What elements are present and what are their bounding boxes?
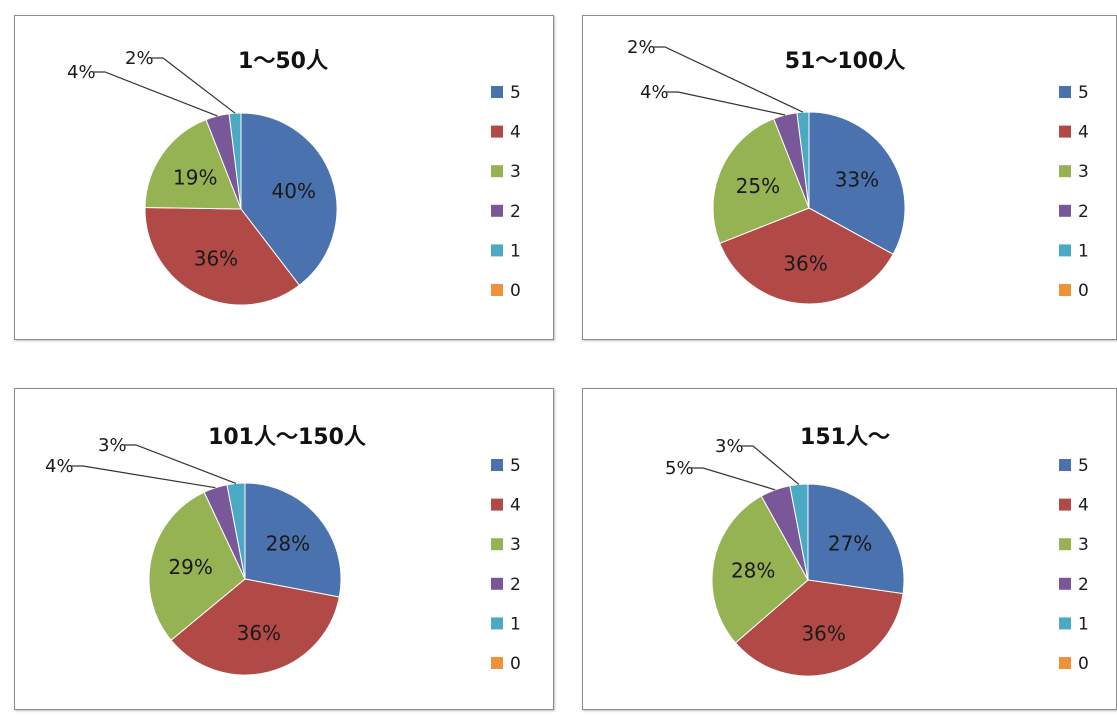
chart-panel-51-100: 51〜100人 33% 36% 25% 4% 2% 5 4 3 2 1 0 (582, 15, 1117, 340)
legend-label-1: 1 (1078, 614, 1089, 634)
legend-label-0: 0 (510, 281, 521, 301)
pie-chart: 101人〜150人 28% 36% 29% 4% 3% 5 4 3 2 1 0 (15, 389, 555, 711)
data-label-4: 36% (237, 621, 281, 645)
legend-swatch-1 (1059, 617, 1071, 629)
leader-line (691, 468, 775, 490)
legend-swatch-5 (1059, 86, 1071, 98)
legend-label-1: 1 (510, 241, 521, 261)
legend-label-4: 4 (1078, 123, 1089, 143)
chart-title: 51〜100人 (785, 49, 906, 74)
legend-swatch-5 (1059, 459, 1071, 471)
legend-swatch-2 (491, 578, 503, 590)
legend-swatch-3 (1059, 165, 1071, 177)
data-label-4: 36% (783, 252, 827, 276)
legend-swatch-0 (1059, 657, 1071, 669)
legend-swatch-1 (1059, 244, 1071, 256)
pie-chart: 151人〜 27% 36% 28% 5% 3% 5 4 3 2 1 0 (583, 389, 1117, 711)
legend-label-3: 3 (1078, 535, 1089, 555)
data-label-2: 4% (640, 82, 669, 103)
pie-chart: 1〜50人 40% 36% 19% 4% 2% 5 4 3 2 1 0 (15, 16, 555, 341)
chart-title: 101人〜150人 (208, 425, 366, 450)
data-label-5: 28% (266, 532, 310, 556)
data-label-5: 40% (272, 179, 316, 203)
legend-swatch-1 (491, 244, 503, 256)
data-label-4: 36% (194, 247, 238, 271)
data-label-5: 33% (835, 168, 879, 192)
data-label-3: 28% (731, 558, 775, 582)
data-label-1: 3% (715, 436, 744, 457)
pie-chart: 51〜100人 33% 36% 25% 4% 2% 5 4 3 2 1 0 (583, 16, 1117, 341)
data-label-2: 4% (67, 62, 96, 83)
legend-label-4: 4 (510, 496, 521, 516)
legend-label-2: 2 (510, 575, 521, 595)
legend-swatch-4 (1059, 499, 1071, 511)
legend-swatch-4 (491, 499, 503, 511)
legend-swatch-3 (491, 538, 503, 550)
chart-panel-151-plus: 151人〜 27% 36% 28% 5% 3% 5 4 3 2 1 0 (582, 388, 1117, 710)
legend-label-0: 0 (1078, 654, 1089, 674)
legend-label-1: 1 (1078, 241, 1089, 261)
legend-swatch-0 (491, 284, 503, 296)
legend-label-3: 3 (510, 162, 521, 182)
data-label-3: 25% (736, 174, 780, 198)
legend-label-3: 3 (1078, 162, 1089, 182)
legend-swatch-3 (491, 165, 503, 177)
legend-swatch-5 (491, 459, 503, 471)
legend-label-4: 4 (510, 123, 521, 143)
legend-label-2: 2 (510, 202, 521, 222)
data-label-5: 27% (828, 532, 872, 556)
data-label-1: 2% (627, 37, 656, 58)
legend-label-5: 5 (510, 83, 521, 103)
data-label-4: 36% (801, 621, 845, 645)
legend-swatch-2 (1059, 205, 1071, 217)
legend-swatch-4 (1059, 126, 1071, 138)
legend-label-0: 0 (1078, 281, 1089, 301)
legend-swatch-1 (491, 617, 503, 629)
legend-swatch-4 (491, 126, 503, 138)
legend-label-2: 2 (1078, 575, 1089, 595)
data-label-3: 19% (173, 165, 217, 189)
leader-line (124, 445, 236, 483)
data-label-2: 4% (45, 456, 74, 477)
leader-line (741, 446, 799, 484)
legend-label-3: 3 (510, 535, 521, 555)
leader-line (93, 72, 217, 116)
legend-swatch-2 (491, 205, 503, 217)
legend-swatch-2 (1059, 578, 1071, 590)
chart-title: 151人〜 (800, 425, 890, 450)
legend-swatch-3 (1059, 538, 1071, 550)
leader-line (151, 58, 235, 113)
legend-label-5: 5 (1078, 456, 1089, 476)
chart-panel-1-50: 1〜50人 40% 36% 19% 4% 2% 5 4 3 2 1 0 (14, 15, 554, 340)
chart-panel-101-150: 101人〜150人 28% 36% 29% 4% 3% 5 4 3 2 1 0 (14, 388, 554, 710)
data-label-2: 5% (665, 458, 694, 479)
data-label-3: 29% (168, 555, 212, 579)
legend-label-5: 5 (510, 456, 521, 476)
legend-swatch-0 (1059, 284, 1071, 296)
legend-label-5: 5 (1078, 83, 1089, 103)
leader-line (71, 466, 215, 488)
legend-swatch-0 (491, 657, 503, 669)
data-label-1: 2% (125, 48, 154, 69)
data-label-1: 3% (98, 435, 127, 456)
legend-swatch-5 (491, 86, 503, 98)
chart-title: 1〜50人 (238, 49, 328, 74)
legend-label-0: 0 (510, 654, 521, 674)
legend-label-4: 4 (1078, 496, 1089, 516)
legend-label-1: 1 (510, 614, 521, 634)
legend-label-2: 2 (1078, 202, 1089, 222)
